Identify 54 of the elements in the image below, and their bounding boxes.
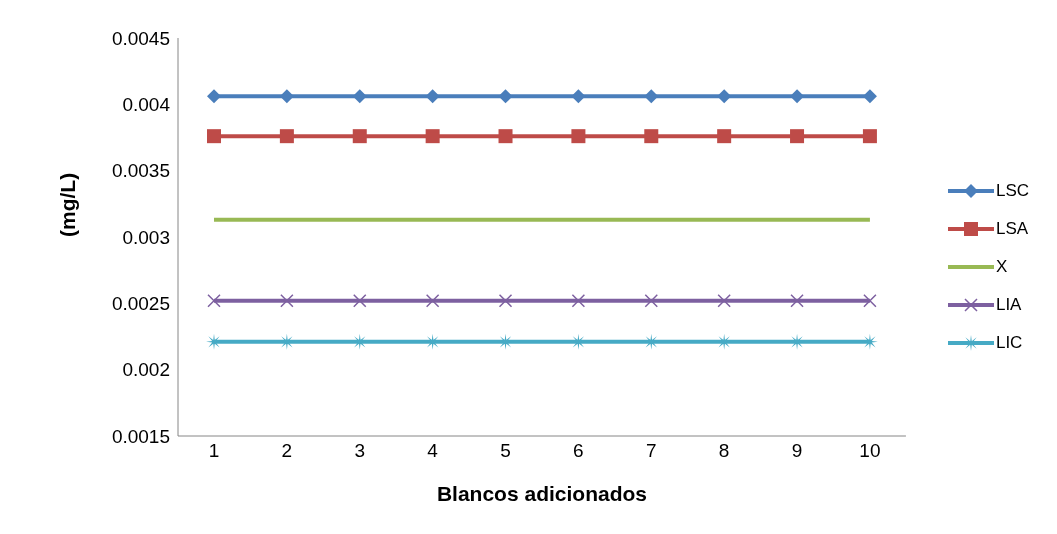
point	[863, 293, 877, 308]
point	[790, 89, 805, 104]
point	[790, 293, 804, 308]
y-tick-label: 0.0045	[111, 27, 170, 49]
x-tick-label: 2	[281, 440, 293, 462]
x-tick-label: 9	[791, 440, 803, 462]
legend-label: LIC	[995, 333, 1023, 353]
point	[717, 129, 732, 144]
legend-label: LIA	[995, 295, 1022, 315]
point	[498, 89, 513, 104]
y-tick-label: 0.0025	[111, 293, 170, 315]
point	[353, 293, 367, 308]
point	[425, 89, 440, 104]
y-tick-label: 0.002	[122, 359, 170, 381]
point	[717, 293, 731, 308]
point	[790, 129, 805, 144]
y-tick-label: 0.0035	[111, 160, 170, 182]
x-tick-label: 1	[208, 440, 220, 462]
point	[425, 129, 440, 144]
point	[207, 129, 221, 144]
point	[207, 89, 221, 104]
x-tick-label: 7	[645, 440, 657, 462]
point	[862, 129, 877, 144]
x-tick-label: 8	[718, 440, 730, 462]
y-tick-label: 0.0015	[111, 425, 170, 447]
point	[571, 129, 586, 144]
point	[352, 129, 367, 144]
point	[571, 293, 586, 308]
legend-label: X	[995, 257, 1008, 277]
point	[279, 129, 294, 144]
x-tick-label: 4	[427, 440, 439, 462]
legend-label: LSC	[995, 181, 1029, 201]
point	[498, 293, 513, 308]
y-tick-label: 0.003	[122, 226, 170, 248]
legend-label: LSA	[995, 219, 1029, 239]
point	[862, 89, 877, 104]
point	[644, 293, 659, 308]
x-axis-title: Blancos adicionados	[436, 482, 647, 505]
x-tick-label: 6	[573, 440, 584, 462]
point	[425, 293, 440, 308]
point	[498, 129, 513, 144]
x-tick-label: 5	[500, 440, 511, 462]
point	[571, 89, 586, 104]
x-tick-label: 3	[354, 440, 366, 462]
x-tick-label: 10	[859, 440, 881, 462]
point	[644, 129, 659, 144]
y-tick-label: 0.004	[122, 94, 171, 116]
point	[207, 293, 221, 308]
point	[352, 89, 367, 104]
point	[279, 89, 294, 104]
point	[717, 89, 732, 104]
point	[644, 89, 659, 104]
y-axis-title: (mg/L)	[56, 172, 80, 237]
point	[280, 293, 294, 308]
